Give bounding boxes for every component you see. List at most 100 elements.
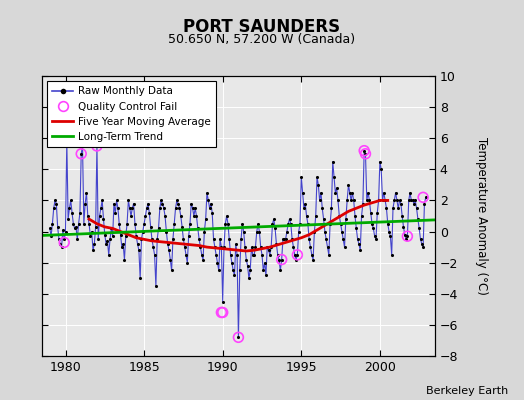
- Point: [180, 244, 189, 250]
- Point: [60, 236, 69, 242]
- Point: [290, 252, 299, 258]
- Point: [81, 200, 89, 207]
- Point: [298, 190, 307, 196]
- Point: [300, 205, 308, 212]
- Point: [318, 205, 326, 212]
- Point: [268, 220, 277, 227]
- Point: [392, 197, 401, 204]
- Point: [137, 236, 146, 242]
- Point: [166, 256, 174, 263]
- Point: [54, 236, 63, 242]
- Point: [313, 174, 321, 180]
- Point: [403, 233, 411, 240]
- Point: [284, 220, 292, 227]
- Point: [275, 256, 283, 263]
- Point: [416, 236, 424, 242]
- Point: [85, 220, 93, 227]
- Point: [51, 197, 59, 204]
- Point: [90, 241, 99, 247]
- Point: [321, 228, 329, 235]
- Point: [235, 267, 244, 274]
- Point: [204, 197, 212, 204]
- Point: [403, 233, 411, 240]
- Point: [117, 244, 126, 250]
- Point: [276, 267, 285, 274]
- Point: [323, 244, 332, 250]
- Point: [335, 213, 344, 219]
- Point: [308, 252, 316, 258]
- Point: [312, 213, 320, 219]
- Point: [168, 267, 176, 274]
- Point: [258, 252, 266, 258]
- Point: [293, 252, 301, 258]
- Point: [57, 244, 66, 250]
- Point: [113, 197, 121, 204]
- Point: [227, 260, 236, 266]
- Point: [93, 143, 101, 149]
- Point: [198, 252, 206, 258]
- Point: [336, 220, 345, 227]
- Point: [370, 233, 379, 240]
- Point: [127, 213, 135, 219]
- Point: [156, 205, 164, 212]
- Point: [355, 241, 363, 247]
- Point: [340, 244, 348, 250]
- Point: [56, 241, 64, 247]
- Point: [191, 205, 199, 212]
- Point: [172, 197, 181, 204]
- Point: [399, 224, 408, 230]
- Point: [219, 298, 227, 305]
- Point: [306, 244, 314, 250]
- Point: [342, 216, 350, 222]
- Point: [378, 197, 387, 204]
- Point: [208, 210, 216, 216]
- Point: [310, 228, 319, 235]
- Point: [161, 213, 169, 219]
- Point: [145, 210, 154, 216]
- Point: [288, 236, 297, 242]
- Point: [394, 205, 402, 212]
- Point: [106, 236, 114, 242]
- Point: [314, 182, 322, 188]
- Point: [147, 224, 155, 230]
- Point: [280, 236, 289, 242]
- Point: [157, 197, 165, 204]
- Point: [400, 232, 409, 238]
- Point: [203, 190, 211, 196]
- Point: [364, 190, 373, 196]
- Point: [124, 197, 133, 204]
- Point: [322, 236, 330, 242]
- Point: [149, 244, 157, 250]
- Point: [331, 190, 340, 196]
- Point: [186, 220, 194, 227]
- Point: [277, 256, 286, 263]
- Point: [237, 236, 245, 242]
- Point: [153, 236, 161, 242]
- Point: [365, 197, 374, 204]
- Point: [294, 228, 303, 235]
- Point: [230, 272, 238, 278]
- Point: [129, 200, 138, 207]
- Point: [386, 233, 395, 240]
- Point: [232, 241, 240, 247]
- Point: [94, 236, 102, 242]
- Point: [302, 213, 311, 219]
- Point: [86, 233, 94, 240]
- Point: [171, 205, 180, 212]
- Point: [226, 252, 235, 258]
- Point: [60, 239, 69, 246]
- Point: [125, 205, 134, 212]
- Point: [95, 213, 104, 219]
- Point: [80, 220, 88, 227]
- Point: [162, 228, 171, 235]
- Point: [141, 213, 149, 219]
- Point: [360, 148, 368, 154]
- Point: [111, 210, 119, 216]
- Point: [67, 197, 75, 204]
- Point: [241, 244, 249, 250]
- Point: [72, 224, 80, 230]
- Point: [350, 197, 358, 204]
- Point: [102, 241, 110, 247]
- Point: [259, 267, 267, 274]
- Point: [76, 210, 84, 216]
